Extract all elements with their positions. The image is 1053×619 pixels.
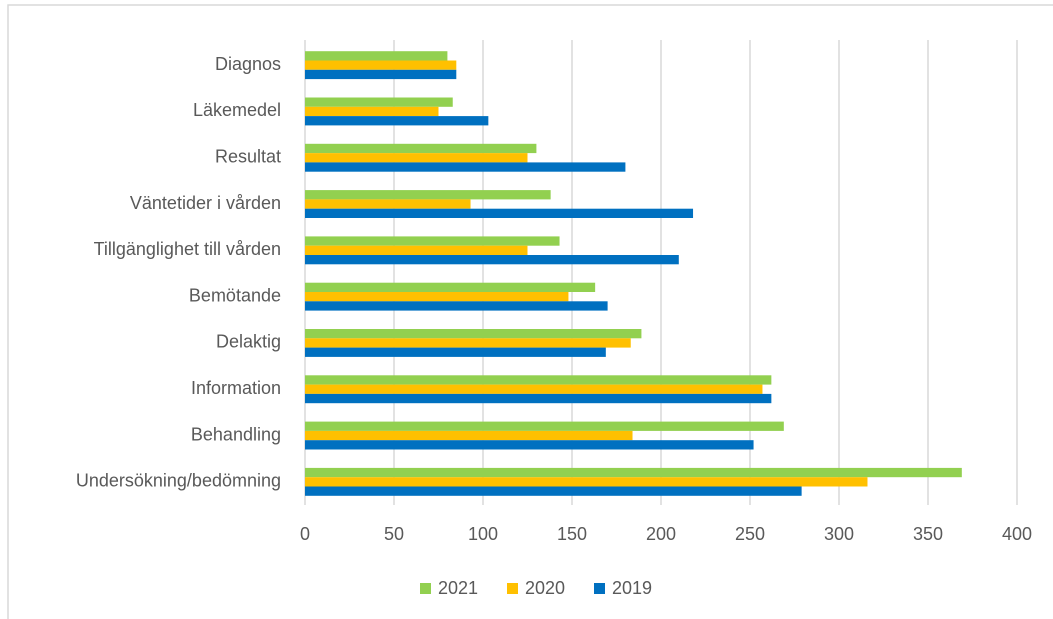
bar [305,255,679,265]
bar [305,486,802,496]
bar [305,467,962,478]
bar [305,162,626,172]
bar [305,51,448,61]
y-tick-label: Väntetider i vården [130,193,281,213]
x-tick-label: 150 [557,524,587,544]
legend-swatch [507,583,518,594]
x-tick-label: 350 [913,524,943,544]
x-tick-label: 200 [646,524,676,544]
bar [305,106,439,117]
bar [305,430,633,441]
bar [305,282,596,292]
bar [305,301,608,311]
y-tick-label: Bemötande [189,285,281,305]
y-tick-label: Information [191,378,281,398]
bar [305,208,694,218]
bar [305,477,868,487]
bar [305,440,754,450]
y-tick-label: Behandling [191,424,281,444]
bar [305,393,772,404]
y-tick-label: Läkemedel [193,100,281,120]
x-tick-label: 100 [468,524,498,544]
y-tick-label: Tillgänglighet till vården [94,239,281,259]
x-tick-label: 400 [1002,524,1032,544]
bar [305,245,528,255]
y-tick-label: Undersökning/bedömning [76,471,281,491]
bar [305,116,489,126]
bar [305,375,772,385]
bar [305,60,457,70]
bar [305,329,642,339]
y-tick-label: Delaktig [216,332,281,352]
bar [305,69,457,80]
legend-swatch [420,583,431,594]
x-tick-label: 250 [735,524,765,544]
bar [305,153,528,163]
bar [305,292,569,302]
legend-label: 2021 [438,578,478,598]
bar [305,199,471,209]
legend-swatch [594,583,605,594]
x-tick-label: 50 [384,524,404,544]
x-tick-label: 300 [824,524,854,544]
y-tick-label: Diagnos [215,54,281,74]
legend-label: 2019 [612,578,652,598]
bar [305,190,551,200]
bar [305,143,537,154]
x-tick-label: 0 [300,524,310,544]
bar [305,236,560,246]
bar [305,97,453,107]
bar [305,384,763,394]
bar [305,421,784,431]
legend-label: 2020 [525,578,565,598]
bar [305,338,631,348]
y-tick-label: Resultat [215,147,281,167]
bar [305,347,606,357]
chart-frame [7,4,1053,619]
